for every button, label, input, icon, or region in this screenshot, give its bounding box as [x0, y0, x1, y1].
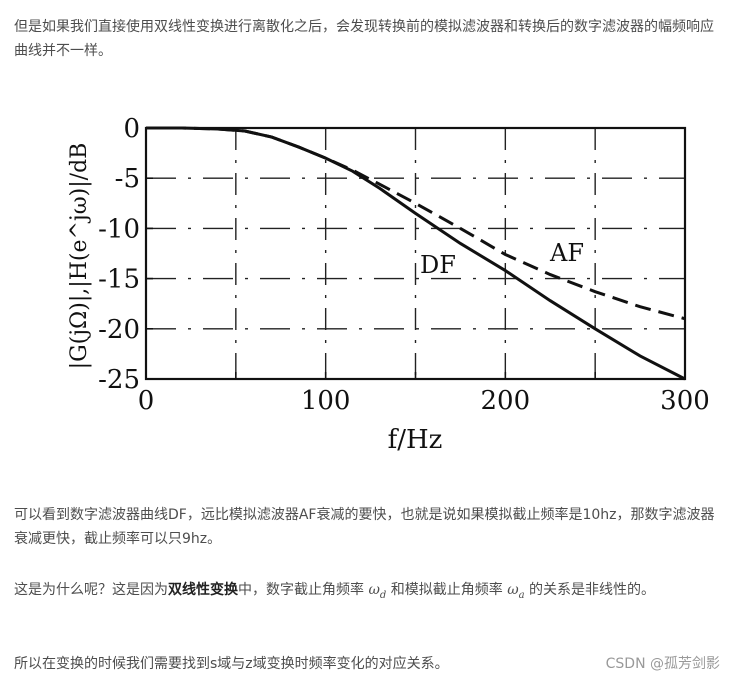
omega-d-symbol: ωd — [368, 582, 387, 601]
series-lines — [146, 126, 686, 381]
y-tick-label: -20 — [98, 315, 140, 345]
grid-lines — [146, 128, 685, 379]
explanation-prefix: 这是为什么呢？这是因为 — [14, 582, 168, 598]
y-axis-label: |G(jΩ)|,|H(e^jω)|/dB — [67, 143, 92, 370]
y-tick-label: -10 — [98, 214, 140, 244]
paragraph-comparison: 可以看到数字滤波器曲线DF，远比模拟滤波器AF衰减的要快，也就是说如果模拟截止频… — [14, 507, 715, 547]
bold-term-bilinear: 双线性变换 — [168, 582, 238, 598]
omega-a-base: ω — [507, 582, 519, 598]
x-tick-label: 300 — [660, 386, 710, 416]
paragraph-conclusion: 所以在变换的时候我们需要找到s域与z域变换时频率变化的对应关系。 — [14, 656, 449, 672]
y-tick-label: -25 — [98, 365, 140, 395]
tick-labels: 0 100 200 300 0 -5 -10 -15 -20 -25 — [98, 114, 710, 416]
omega-d-base: ω — [368, 582, 380, 598]
omega-d-subscript: d — [379, 589, 387, 601]
series-label-df: DF — [420, 251, 456, 279]
explanation-mid2: 和模拟截止角频率 — [386, 582, 508, 598]
explanation-mid1: 中，数字截止角频率 — [238, 582, 369, 598]
omega-a-symbol: ωa — [507, 582, 525, 601]
paragraph-explanation: 这是为什么呢？这是因为双线性变换中，数字截止角频率 ωd 和模拟截止角频率 ωa… — [14, 578, 724, 608]
y-tick-label: -15 — [98, 265, 140, 295]
x-tick-label: 100 — [301, 386, 351, 416]
frequency-response-chart: 0 100 200 300 0 -5 -10 -15 -20 -25 DF AF f/Hz |G(… — [67, 114, 710, 455]
explanation-suffix: 的关系是非线性的。 — [524, 582, 656, 598]
x-axis-label: f/Hz — [388, 425, 443, 455]
series-line-af — [146, 126, 686, 321]
x-tick-label: 200 — [481, 386, 531, 416]
y-tick-label: -5 — [115, 164, 140, 194]
csdn-watermark: CSDN @孤芳剑影 — [605, 656, 720, 672]
x-tick-label: 0 — [138, 386, 155, 416]
frequency-response-figure: 0 100 200 300 0 -5 -10 -15 -20 -25 DF AF f/Hz |G(… — [60, 108, 720, 470]
y-tick-label: 0 — [123, 114, 140, 144]
series-label-af: AF — [549, 239, 584, 267]
plot-frame — [144, 126, 687, 381]
paragraph-intro: 但是如果我们直接使用双线性变换进行离散化之后，会发现转换前的模拟滤波器和转换后的… — [14, 19, 714, 59]
omega-a-subscript: a — [518, 589, 525, 601]
